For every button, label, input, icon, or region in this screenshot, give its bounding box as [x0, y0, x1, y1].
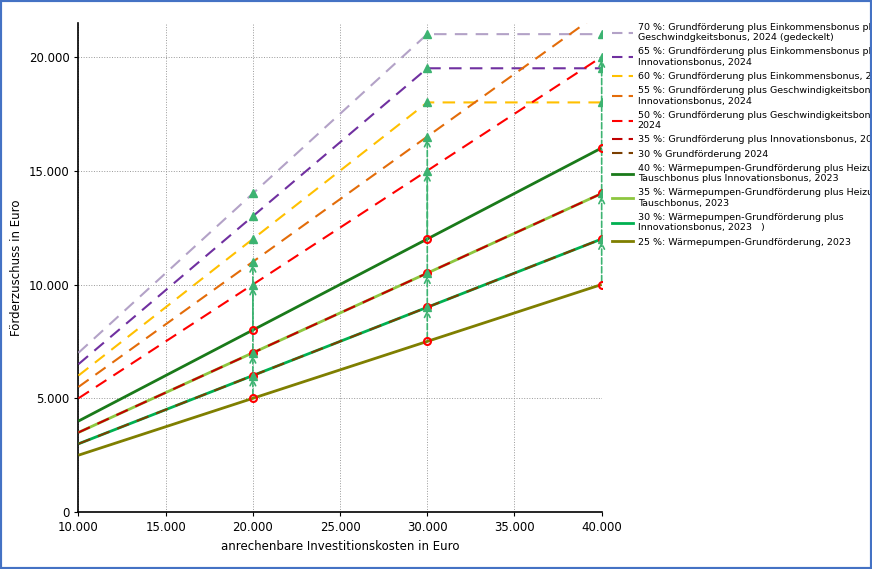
Y-axis label: Förderzuschuss in Euro: Förderzuschuss in Euro [10, 199, 24, 336]
X-axis label: anrechenbare Investitionskosten in Euro: anrechenbare Investitionskosten in Euro [221, 539, 460, 552]
Legend: 70 %: Grundförderung plus Einkommensbonus plus
Geschwindgkeitsbonus, 2024 (gedec: 70 %: Grundförderung plus Einkommensbonu… [612, 23, 872, 246]
